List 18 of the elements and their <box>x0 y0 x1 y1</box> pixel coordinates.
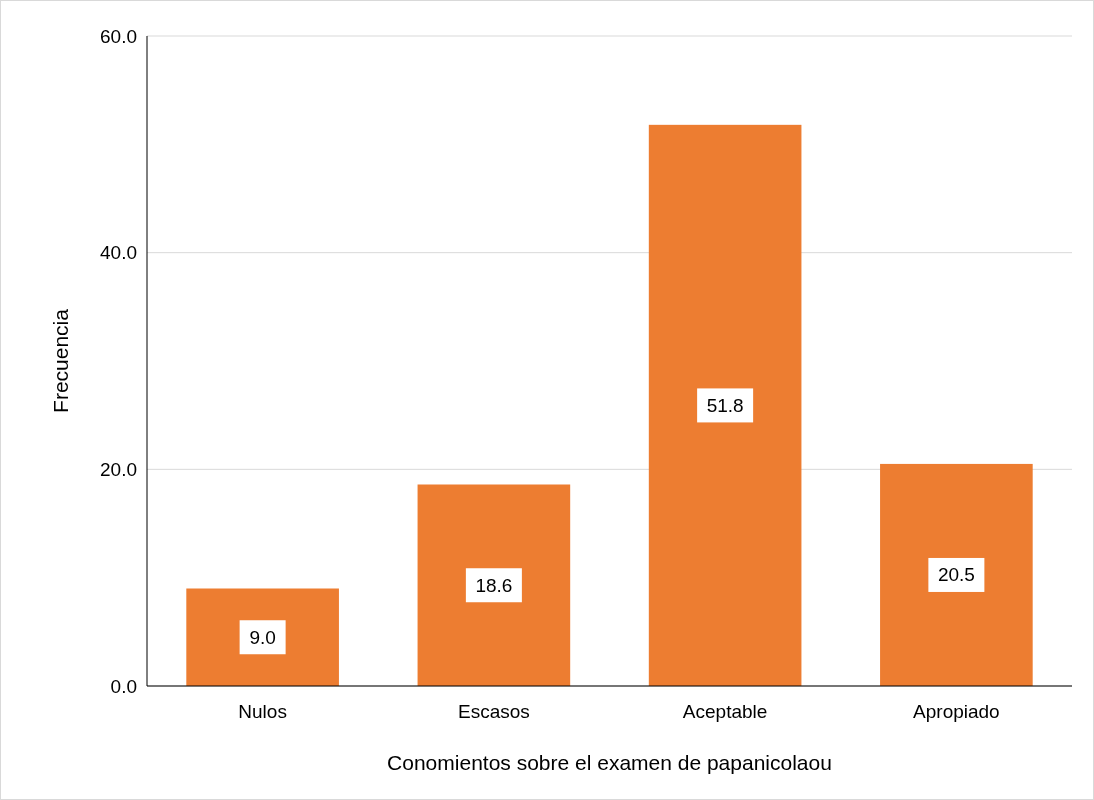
x-tick-label: Escasos <box>457 701 530 722</box>
bar <box>880 463 1033 686</box>
y-tick-label: 40.0 <box>100 242 137 264</box>
y-tick-label: 20.0 <box>100 458 137 480</box>
x-tick-label: Apropiado <box>913 701 1000 722</box>
bar <box>417 484 571 686</box>
data-label: 51.8 <box>706 394 744 416</box>
y-tick-label: 60.0 <box>100 25 137 47</box>
x-tick-label: Nulos <box>238 701 287 722</box>
data-label: 18.6 <box>475 574 513 596</box>
y-axis-title: Frecuencia <box>49 308 72 413</box>
data-label: 20.5 <box>937 564 975 586</box>
bar <box>648 124 802 686</box>
bar <box>186 588 339 686</box>
x-tick-label: Aceptable <box>682 701 768 722</box>
data-label: 9.0 <box>249 626 276 648</box>
y-tick-label: 0.0 <box>110 675 137 697</box>
x-axis-title: Conomientos sobre el examen de papanicolaou <box>387 751 832 774</box>
